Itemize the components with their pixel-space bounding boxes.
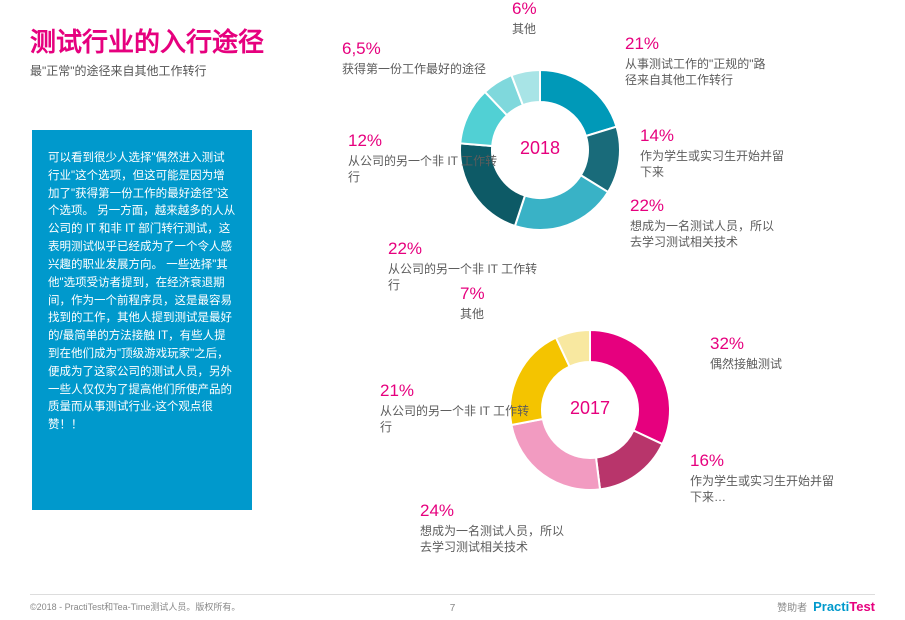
page-number: 7 (450, 603, 456, 614)
chart-area: 201821%从事测试工作的"正规的"路径来自其他工作转行14%作为学生或实习生… (290, 0, 890, 590)
sponsor: 赞助者 PractiTest (777, 599, 875, 614)
page-subtitle: 最"正常"的途径来自其他工作转行 (30, 62, 207, 79)
sponsor-label: 赞助者 (777, 599, 807, 614)
slice-label: 24%想成为一名测试人员，所以去学习测试相关技术 (420, 500, 570, 555)
copyright: ©2018 - PractiTest和Tea-Time测试人员。版权所有。 (30, 600, 240, 613)
practitest-logo: PractiTest (813, 599, 875, 614)
info-box: 可以看到很少人选择"偶然进入测试行业"这个选项，但这可能是因为增加了"获得第一份… (32, 130, 252, 510)
page-title: 测试行业的入行途径 (30, 22, 264, 59)
slice-label: 7%其他 (460, 283, 485, 323)
slice-label: 21%从公司的另一个非 IT 工作转行 (380, 380, 530, 435)
slice-label: 32%偶然接触测试 (710, 333, 782, 373)
donut-2017: 2017 32%偶然接触测试 16%作为学生或实习生开始并留下来… 24%想成为一名测… (290, 0, 890, 590)
slice-label: 16%作为学生或实习生开始并留下来… (690, 450, 840, 505)
donut-center-label: 2017 (560, 398, 620, 419)
